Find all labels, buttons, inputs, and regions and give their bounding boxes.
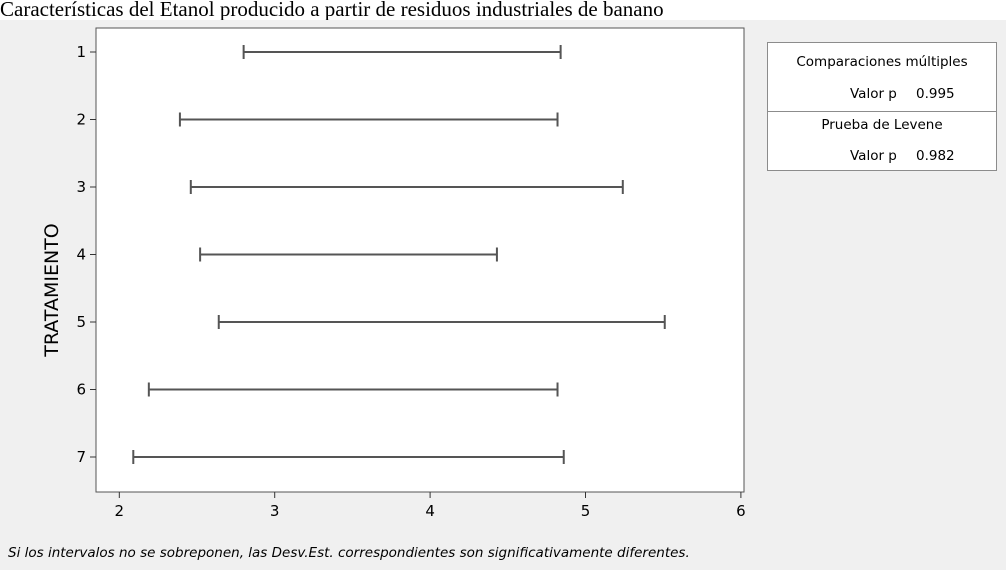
chart-panel: 1 2 3 4 5 6 7 2 3 4 5 6 TRATAMIENTO Comparaciones mú… (0, 20, 1006, 570)
multiple-comparisons-p-value: 0.995 (916, 86, 955, 102)
levene-test-title: Prueba de Levene (821, 117, 943, 133)
x-tick-label: 2 (115, 502, 125, 520)
interval-plot: 1 2 3 4 5 6 7 2 3 4 5 6 TRATAMIENTO (41, 27, 746, 520)
x-tick-label: 4 (425, 502, 435, 520)
stats-box: Comparaciones múltiples Valor p 0.995 Pr… (767, 42, 997, 171)
chart-title: Características del Etanol producido a p… (0, 0, 664, 21)
y-tick-label: 5 (76, 313, 86, 331)
plot-area (95, 27, 745, 493)
x-tick-label: 5 (581, 502, 591, 520)
y-tick-label: 6 (76, 381, 86, 399)
y-tick-label: 3 (76, 178, 86, 196)
multiple-comparisons-p-label: Valor p (850, 86, 897, 102)
y-tick-label: 4 (76, 246, 86, 264)
footnote: Si los intervalos no se sobreponen, las … (8, 545, 690, 561)
levene-p-value: 0.982 (916, 148, 955, 164)
stats-box-divider (768, 111, 996, 112)
y-tick-label: 1 (76, 43, 86, 61)
y-tick-label: 2 (76, 111, 86, 129)
levene-p-label: Valor p (850, 148, 897, 164)
y-axis-label: TRATAMIENTO (41, 223, 63, 357)
x-tick-label: 6 (736, 502, 746, 520)
y-tick-label: 7 (76, 448, 86, 466)
multiple-comparisons-title: Comparaciones múltiples (796, 54, 968, 70)
x-tick-label: 3 (270, 502, 280, 520)
